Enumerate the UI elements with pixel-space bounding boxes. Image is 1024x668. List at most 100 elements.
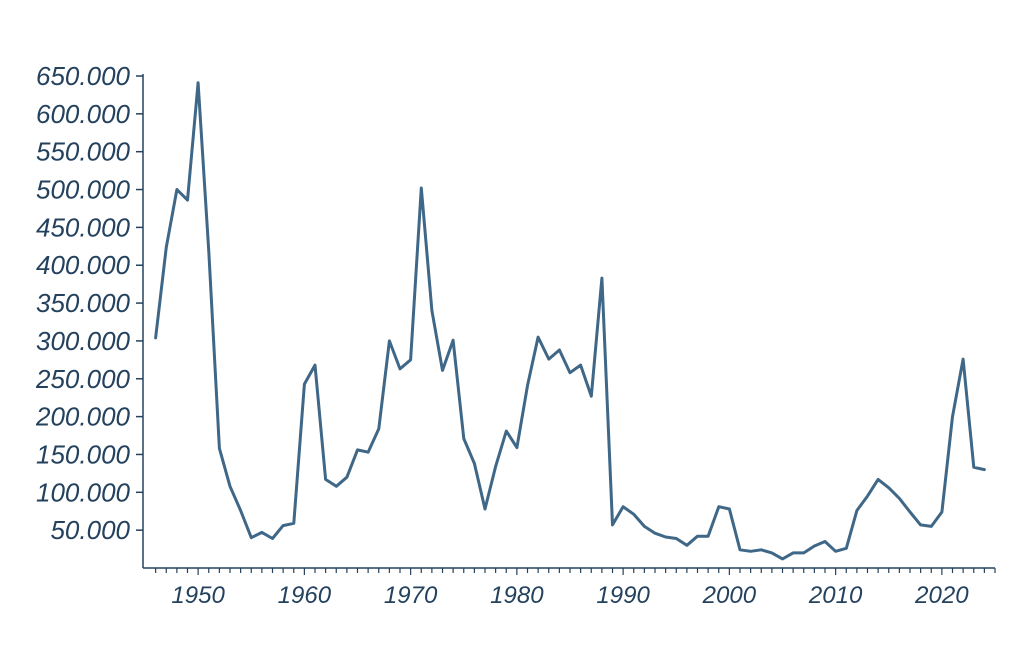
data-point <box>792 551 795 554</box>
data-point <box>324 478 327 481</box>
x-tick-label: 2000 <box>702 582 757 609</box>
data-point <box>547 358 550 361</box>
y-tick-label: 450.000 <box>36 212 131 242</box>
data-point <box>781 557 784 560</box>
data-point <box>739 548 742 551</box>
y-tick-label: 200.000 <box>35 402 131 432</box>
data-point <box>558 349 561 352</box>
data-point <box>898 497 901 500</box>
y-tick-label: 350.000 <box>36 288 131 318</box>
data-point <box>441 369 444 372</box>
data-point <box>622 505 625 508</box>
data-point <box>972 466 975 469</box>
y-tick-label: 550.000 <box>36 137 131 167</box>
data-point <box>940 510 943 513</box>
data-point <box>664 535 667 538</box>
data-point <box>218 447 221 450</box>
data-point <box>866 495 869 498</box>
data-point <box>303 383 306 386</box>
data-point <box>537 336 540 339</box>
data-point <box>473 462 476 465</box>
data-point <box>420 187 423 190</box>
data-point <box>749 550 752 553</box>
y-tick-label: 650.000 <box>36 61 131 91</box>
data-point <box>462 437 465 440</box>
data-point <box>515 446 518 449</box>
data-point <box>643 525 646 528</box>
data-point <box>877 478 880 481</box>
data-point <box>824 540 827 543</box>
data-point <box>367 451 370 454</box>
data-point <box>845 547 848 550</box>
data-point <box>887 486 890 489</box>
x-tick-label: 1970 <box>384 582 438 609</box>
data-point <box>654 532 657 535</box>
data-point <box>186 199 189 202</box>
data-point <box>802 551 805 554</box>
data-point <box>292 522 295 525</box>
data-point <box>707 535 710 538</box>
data-point <box>930 525 933 528</box>
series-line <box>154 81 986 561</box>
x-tick-label: 1980 <box>490 582 544 609</box>
y-axis: 50.000 100.000 150.000 200.000 250.000 300.00… <box>35 61 144 568</box>
data-point <box>728 507 731 510</box>
data-point <box>696 535 699 538</box>
data-point <box>271 537 274 540</box>
data-point <box>760 548 763 551</box>
data-point <box>505 429 508 432</box>
data-point <box>399 367 402 370</box>
data-point <box>175 188 178 191</box>
data-point <box>345 476 348 479</box>
data-point <box>717 505 720 508</box>
y-tick-label: 50.000 <box>50 515 130 545</box>
data-point <box>569 371 572 374</box>
data-point <box>951 415 954 418</box>
data-point <box>855 509 858 512</box>
data-point <box>452 339 455 342</box>
data-point <box>165 246 168 249</box>
y-tick-label: 400.000 <box>36 250 131 280</box>
data-point <box>685 544 688 547</box>
data-point <box>207 250 210 253</box>
data-point <box>611 523 614 526</box>
data-point <box>409 358 412 361</box>
data-point <box>250 536 253 539</box>
data-point <box>282 524 285 527</box>
data-point <box>314 364 317 367</box>
x-axis: 1950 1960 1970 1980 1990 2000 2010 2020 <box>143 567 996 609</box>
x-tick-label: 1950 <box>171 582 225 609</box>
data-point <box>919 523 922 526</box>
data-point <box>239 509 242 512</box>
data-point <box>154 336 157 339</box>
data-point <box>834 550 837 553</box>
data-point <box>377 427 380 430</box>
data-point <box>388 339 391 342</box>
data-point <box>579 364 582 367</box>
y-tick-label: 500.000 <box>36 175 131 205</box>
y-tick-label: 300.000 <box>36 326 131 356</box>
y-tick-label: 600.000 <box>36 99 131 129</box>
data-point <box>962 358 965 361</box>
y-tick-label: 250.000 <box>35 364 131 394</box>
data-point <box>813 545 816 548</box>
data-point <box>526 384 529 387</box>
x-tick-label: 1960 <box>278 582 332 609</box>
data-point <box>430 309 433 312</box>
data-point <box>909 510 912 513</box>
data-point <box>356 448 359 451</box>
y-tick-label: 150.000 <box>36 439 131 469</box>
series-layer <box>154 81 986 561</box>
data-point <box>494 465 497 468</box>
x-tick-label: 1990 <box>596 582 650 609</box>
x-tick-label: 2020 <box>914 582 969 609</box>
data-point <box>590 395 593 398</box>
data-point <box>335 485 338 488</box>
data-point <box>983 468 986 471</box>
data-point <box>632 513 635 516</box>
data-point <box>260 531 263 534</box>
data-point <box>600 277 603 280</box>
y-tick-label: 100.000 <box>36 477 131 507</box>
